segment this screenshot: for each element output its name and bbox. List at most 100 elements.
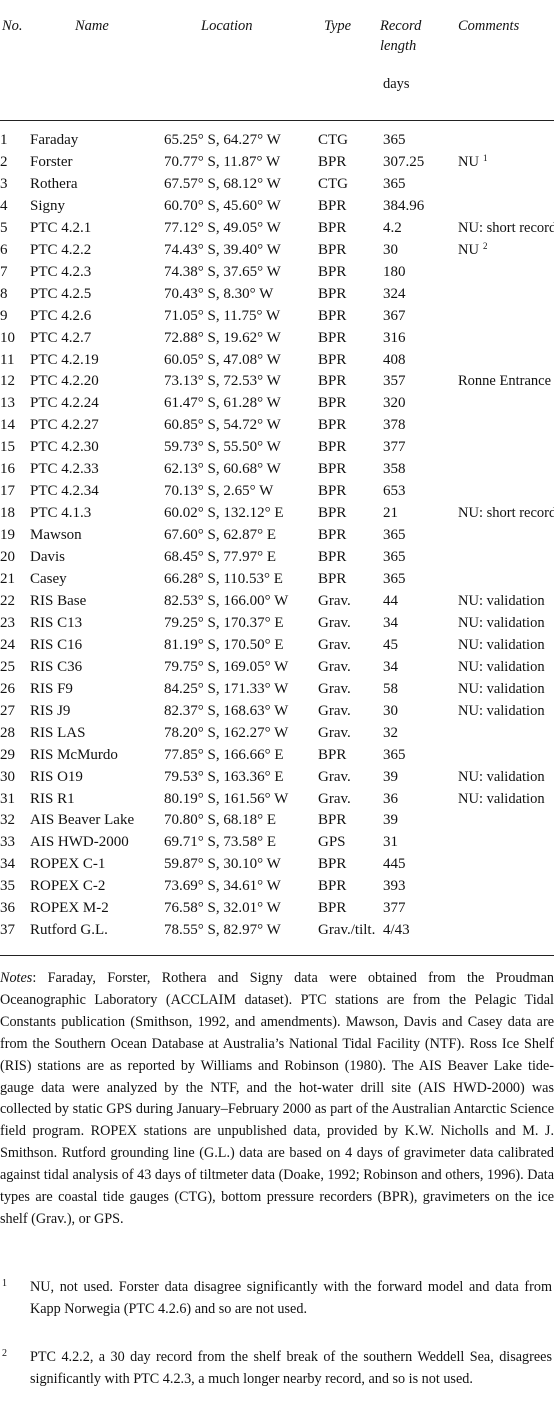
station-type: Grav.: [318, 790, 351, 807]
station-name: RIS LAS: [30, 724, 86, 741]
table-row: 23 RIS C13 79.25° S, 170.37° E Grav. 34 NU: v…: [0, 612, 554, 634]
table-row: 36 ROPEX M-2 76.58° S, 32.01° W BPR 377: [0, 897, 554, 919]
record-length: 4/43: [383, 922, 410, 939]
record-length: 365: [383, 549, 406, 566]
station-type: BPR: [318, 329, 347, 346]
station-location: 74.43° S, 39.40° W: [164, 241, 281, 258]
row-number: 25: [0, 658, 15, 675]
station-type: BPR: [318, 549, 347, 566]
station-type: BPR: [318, 483, 347, 500]
station-location: 74.38° S, 37.65° W: [164, 263, 281, 280]
station-name: RIS McMurdo: [30, 746, 118, 763]
row-number: 19: [0, 527, 15, 544]
record-length: 365: [383, 746, 406, 763]
table-row: 20 Davis 68.45° S, 77.97° E BPR 365: [0, 546, 554, 568]
station-name: PTC 4.2.24: [30, 395, 99, 412]
station-comment: NU: validation: [458, 614, 545, 631]
station-comment: NU: validation: [458, 658, 545, 675]
header-name: Name: [75, 18, 109, 34]
row-number: 15: [0, 439, 15, 456]
table-bottom-rule: [0, 955, 554, 956]
header-days-unit: days: [383, 76, 410, 92]
row-number: 31: [0, 790, 15, 807]
table-row: 6 PTC 4.2.2 74.43° S, 39.40° W BPR 30 NU 2: [0, 239, 554, 261]
station-location: 68.45° S, 77.97° E: [164, 549, 277, 566]
station-name: Casey: [30, 571, 67, 587]
table-row: 37 Rutford G.L. 78.55° S, 82.97° W Grav./ti…: [0, 919, 554, 941]
row-number: 9: [0, 307, 8, 324]
table-row: 33 AIS HWD-2000 69.71° S, 73.58° E GPS 31: [0, 831, 554, 853]
station-comment: NU: validation: [458, 592, 545, 609]
record-length: 357: [383, 373, 406, 390]
record-length: 30: [383, 702, 398, 719]
row-number: 6: [0, 241, 8, 258]
station-name: Rutford G.L.: [30, 922, 108, 939]
record-length: 34: [383, 614, 398, 631]
table-row: 7 PTC 4.2.3 74.38° S, 37.65° W BPR 180: [0, 261, 554, 283]
station-type: BPR: [318, 461, 347, 478]
footnote-ref: 2: [483, 240, 488, 251]
station-name: Forster: [30, 153, 73, 170]
station-name: RIS F9: [30, 680, 73, 697]
station-name: PTC 4.2.6: [30, 307, 92, 324]
table-row: 4 Signy 60.70° S, 45.60° W BPR 384.96: [0, 195, 554, 217]
station-comment: NU: validation: [458, 636, 545, 653]
record-length: 30: [383, 241, 398, 258]
table-row: 8 PTC 4.2.5 70.43° S, 8.30° W BPR 324: [0, 283, 554, 305]
station-name: RIS C36: [30, 658, 83, 675]
record-length: 653: [383, 483, 406, 500]
station-location: 72.88° S, 19.62° W: [164, 329, 281, 346]
table-row: 13 PTC 4.2.24 61.47° S, 61.28° W BPR 320: [0, 392, 554, 414]
station-type: Grav.: [318, 658, 351, 675]
footnote-2-text: PTC 4.2.2, a 30 day record from the shel…: [30, 1349, 552, 1387]
row-number: 23: [0, 614, 15, 631]
station-type: BPR: [318, 878, 347, 895]
row-number: 30: [0, 768, 15, 785]
table-row: 21 Casey 66.28° S, 110.53° E BPR 365: [0, 568, 554, 590]
table-row: 9 PTC 4.2.6 71.05° S, 11.75° W BPR 367: [0, 305, 554, 327]
table-row: 11 PTC 4.2.19 60.05° S, 47.08° W BPR 408: [0, 349, 554, 371]
row-number: 12: [0, 373, 15, 390]
station-type: CTG: [318, 132, 348, 148]
header-no: No.: [2, 18, 23, 34]
table-row: 1 Faraday 65.25° S, 64.27° W CTG 365: [0, 129, 554, 151]
record-length: 408: [383, 351, 406, 368]
station-comment: NU: short record: [458, 219, 554, 236]
row-number: 14: [0, 417, 15, 434]
station-type: BPR: [318, 307, 347, 324]
station-type: BPR: [318, 417, 347, 434]
station-location: 73.13° S, 72.53° W: [164, 373, 281, 390]
header-comments: Comments: [458, 18, 520, 34]
station-type: Grav.: [318, 768, 351, 785]
table-row: 31 RIS R1 80.19° S, 161.56° W Grav. 36 NU: va…: [0, 788, 554, 810]
table-row: 26 RIS F9 84.25° S, 171.33° W Grav. 58 NU: va…: [0, 678, 554, 700]
record-length: 39: [383, 812, 398, 829]
station-location: 65.25° S, 64.27° W: [164, 132, 281, 148]
record-length: 45: [383, 636, 398, 653]
station-location: 70.80° S, 68.18° E: [164, 812, 277, 829]
header-record-label: Record: [380, 18, 422, 34]
station-location: 60.05° S, 47.08° W: [164, 351, 281, 368]
table-notes: Notes: Faraday, Forster, Rothera and Sig…: [0, 968, 554, 1231]
station-type: BPR: [318, 153, 347, 170]
station-name: AIS HWD-2000: [30, 834, 129, 851]
table-row: 29 RIS McMurdo 77.85° S, 166.66° E BPR 365: [0, 744, 554, 766]
header-location: Location: [201, 18, 253, 34]
record-length: 445: [383, 856, 406, 873]
station-name: PTC 4.2.7: [30, 329, 92, 346]
station-type: GPS: [318, 834, 346, 851]
station-location: 78.20° S, 162.27° W: [164, 724, 289, 741]
row-number: 27: [0, 702, 15, 719]
table-row: 19 Mawson 67.60° S, 62.87° E BPR 365: [0, 524, 554, 546]
row-number: 11: [0, 351, 15, 368]
station-location: 67.60° S, 62.87° E: [164, 527, 277, 544]
record-length: 31: [383, 834, 398, 851]
row-number: 37: [0, 922, 15, 939]
record-length: 316: [383, 329, 406, 346]
record-length: 377: [383, 439, 406, 456]
station-type: BPR: [318, 263, 347, 280]
station-comment: NU: [458, 153, 479, 170]
station-name: PTC 4.2.5: [30, 285, 92, 302]
station-location: 61.47° S, 61.28° W: [164, 395, 281, 412]
table-top-rule: [0, 120, 554, 121]
